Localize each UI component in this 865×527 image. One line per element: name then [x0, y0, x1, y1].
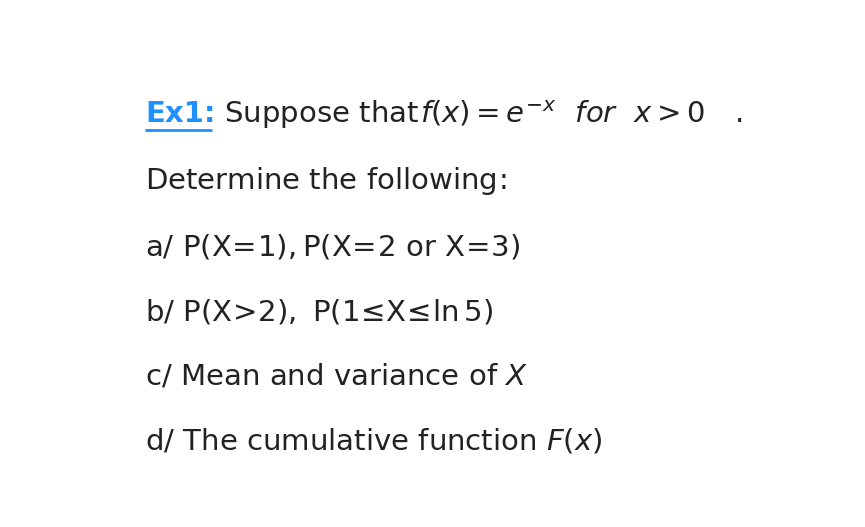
- Text: $\rm Determine\ the\ following\!:$: $\rm Determine\ the\ following\!:$: [145, 165, 507, 197]
- Text: $\rm b/\ P(X\!>\!2),\ P(1\!\leq\! X\!\leq\! \ln 5)$: $\rm b/\ P(X\!>\!2),\ P(1\!\leq\! X\!\le…: [145, 297, 493, 326]
- Text: $\rm\ \ \ .$: $\rm\ \ \ .$: [706, 100, 742, 128]
- Text: Ex1:: Ex1:: [145, 100, 215, 128]
- Text: $\rm d/\ The\ cumulative\ function\ \mathit{F}(\mathit{x})$: $\rm d/\ The\ cumulative\ function\ \mat…: [145, 427, 602, 456]
- Text: $\ \ \mathit{for}\ \ x>0$: $\ \ \mathit{for}\ \ x>0$: [556, 100, 706, 128]
- Text: $\rm a/\ P(X\!=\!1),P(X\!=\!2\ or\ X\!=\!3)$: $\rm a/\ P(X\!=\!1),P(X\!=\!2\ or\ X\!=\…: [145, 232, 520, 261]
- Text: $\rm\ Suppose\ that\ $: $\rm\ Suppose\ that\ $: [215, 98, 420, 130]
- Text: $\rm c/\ Mean\ and\ variance\ of\ \mathit{X}$: $\rm c/\ Mean\ and\ variance\ of\ \mathi…: [145, 363, 529, 391]
- Text: $f(x)=e^{-x}$: $f(x)=e^{-x}$: [420, 99, 556, 129]
